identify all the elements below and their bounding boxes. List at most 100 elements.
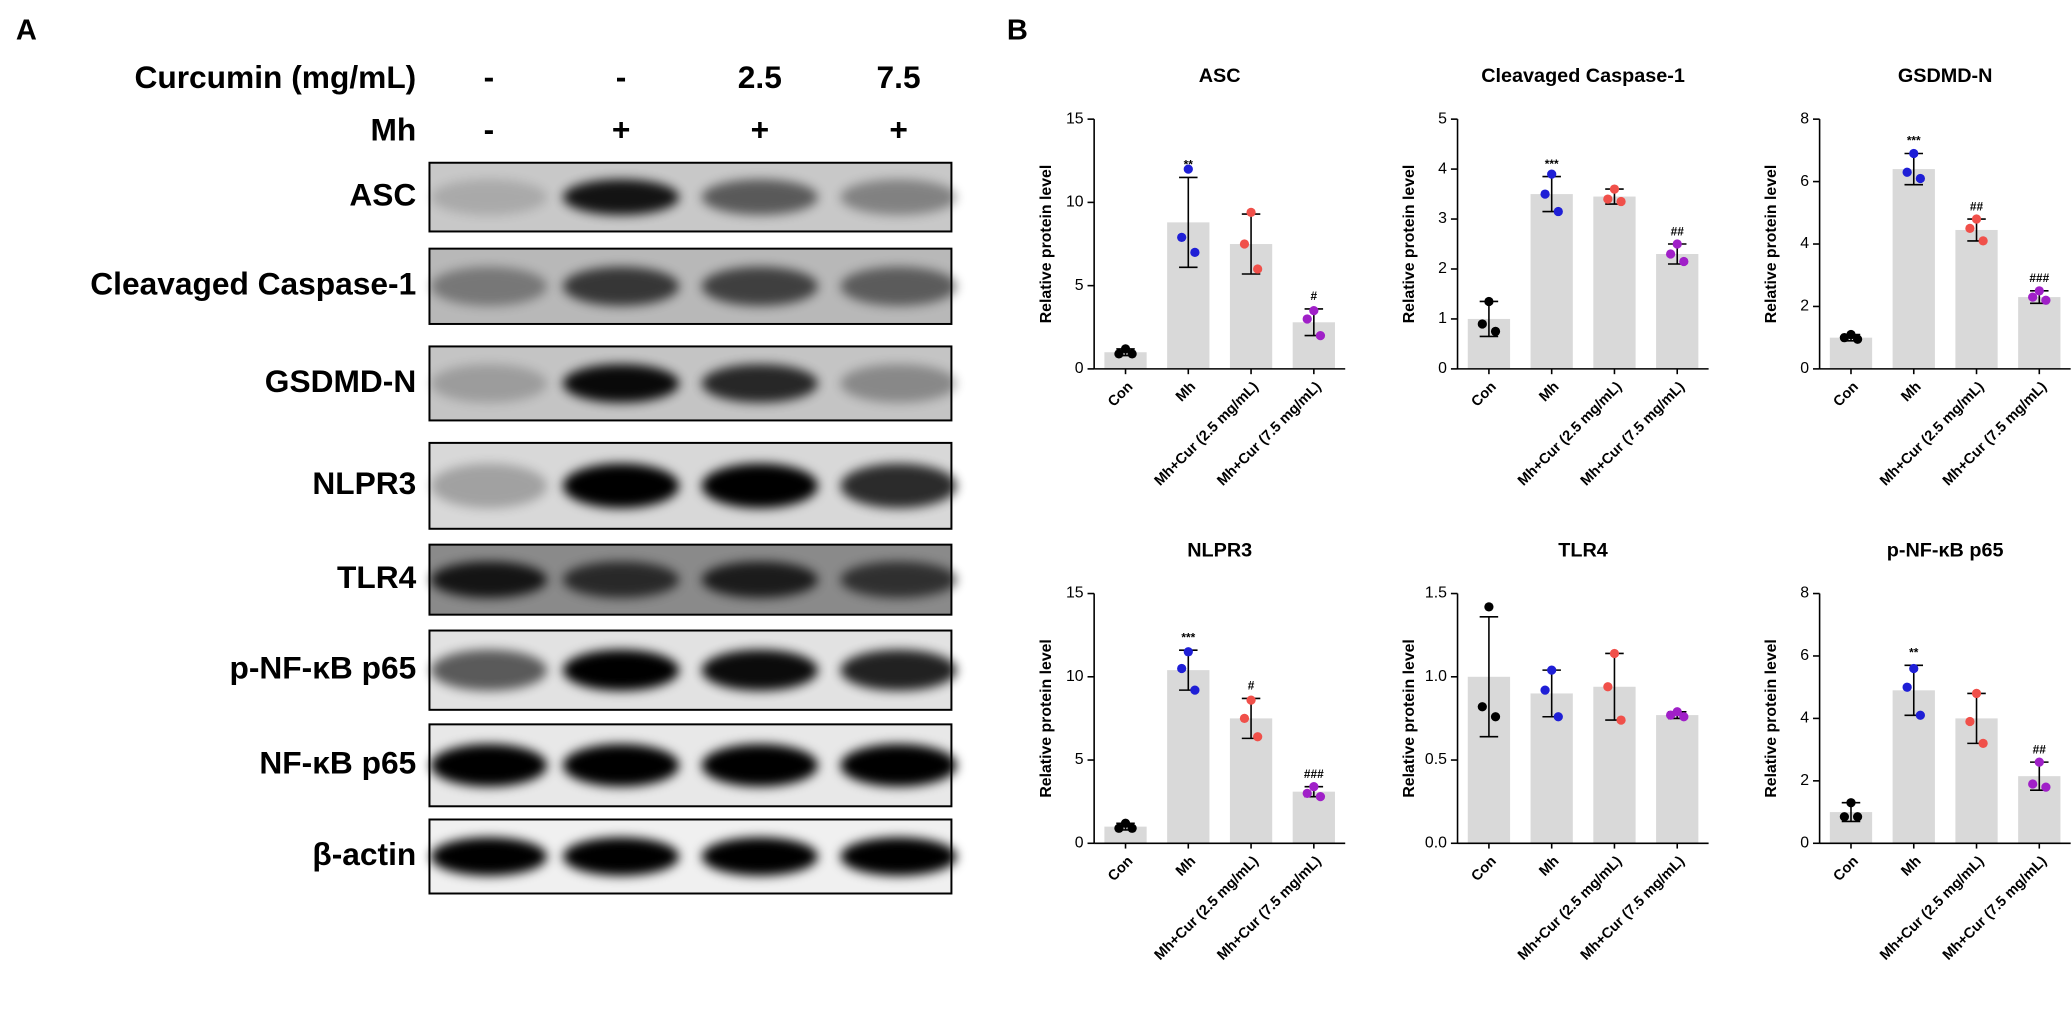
blot-band (430, 561, 548, 598)
data-point (1190, 247, 1200, 257)
data-point (1965, 223, 1975, 234)
data-point (1239, 239, 1250, 249)
y-axis-label: Relative protein level (1038, 639, 1055, 798)
y-tick-label: 4 (1800, 710, 1809, 727)
panel-label: B (1007, 15, 1028, 47)
bar (1530, 693, 1573, 844)
y-tick-label: 0 (1800, 360, 1809, 377)
significance: ** (1909, 646, 1919, 660)
y-tick-label: 2 (1800, 772, 1809, 789)
data-point (1839, 333, 1850, 343)
bar (1104, 352, 1147, 369)
bar (2018, 297, 2061, 369)
error-bar (1179, 176, 1198, 269)
blot-band (701, 179, 818, 215)
x-tick-label: Mh+Cur (7.5 mg/mL) (1578, 853, 1688, 963)
data-point (2034, 286, 2044, 296)
treatment-level: 2.5 (738, 59, 782, 95)
x-tick-label: Mh+Cur (2.5 mg/mL) (1877, 853, 1987, 963)
data-point (1309, 782, 1319, 792)
blot-band (701, 744, 818, 787)
blot-band (840, 561, 957, 598)
blot-band (430, 266, 548, 306)
data-point (1909, 663, 1919, 674)
treatment-level: 7.5 (877, 59, 921, 95)
x-tick-label: Mh (1898, 853, 1924, 879)
blot-band (840, 649, 957, 691)
data-point (2028, 779, 2038, 789)
data-point (1852, 334, 1863, 344)
y-tick-label: 6 (1800, 647, 1809, 664)
x-tick-label: Mh+Cur (7.5 mg/mL) (1578, 379, 1688, 489)
bar (1955, 229, 1998, 369)
chart-title: NLPR3 (1187, 539, 1252, 561)
data-point (1315, 792, 1326, 802)
significance: ### (2029, 271, 2049, 285)
x-tick-label: Mh (1173, 379, 1199, 405)
y-tick-label: 5 (1075, 751, 1084, 768)
x-tick-label: Con (1105, 853, 1136, 884)
y-tick-label: 8 (1800, 585, 1809, 602)
blot-band (562, 744, 680, 787)
treatment-level: + (751, 112, 770, 148)
data-point (1603, 194, 1613, 204)
data-point (1315, 330, 1326, 341)
x-tick-label: Con (1831, 379, 1862, 410)
x-tick-label: Con (1831, 853, 1862, 884)
y-tick-label: 0 (1075, 834, 1084, 851)
y-tick-label: 0.0 (1425, 834, 1447, 851)
blot-band (562, 837, 680, 876)
protein-label: GSDMD-N (265, 363, 416, 399)
x-tick-label: Con (1105, 379, 1136, 410)
blot-band (562, 649, 680, 691)
data-point (1909, 148, 1919, 159)
protein-label: Cleavaged Caspase-1 (90, 266, 416, 302)
data-point (2041, 295, 2051, 305)
data-point (2041, 782, 2051, 792)
data-point (1672, 239, 1682, 249)
blot-band (430, 649, 548, 691)
y-tick-label: 1 (1438, 310, 1447, 327)
data-point (1239, 713, 1250, 724)
blot-band (562, 561, 680, 598)
y-axis-label: Relative protein level (1401, 639, 1418, 798)
data-point (1309, 305, 1319, 316)
data-point (1540, 189, 1550, 199)
treatment-level: - (484, 59, 495, 95)
y-axis-label: Relative protein level (1401, 165, 1418, 324)
x-tick-label: Mh+Cur (2.5 mg/mL) (1877, 379, 1987, 489)
data-point (1978, 236, 1988, 246)
y-tick-label: 10 (1066, 668, 1084, 685)
significance: *** (1907, 134, 1921, 148)
x-tick-label: Mh+Cur (2.5 mg/mL) (1515, 379, 1625, 489)
blot-band (701, 463, 818, 509)
blot-band (562, 463, 680, 509)
data-point (1679, 712, 1689, 722)
y-tick-label: 0 (1438, 360, 1447, 377)
blot-band (430, 744, 548, 787)
data-point (1978, 738, 1988, 749)
blot-band (430, 837, 548, 876)
data-point (1177, 663, 1187, 674)
y-tick-label: 15 (1066, 585, 1084, 602)
data-point (1547, 665, 1557, 675)
significance: ### (1304, 767, 1324, 781)
data-point (1477, 702, 1487, 712)
blot-band (840, 266, 957, 306)
data-point (1553, 712, 1563, 722)
y-tick-label: 8 (1800, 110, 1809, 127)
y-tick-label: 6 (1800, 173, 1809, 190)
protein-label: ASC (349, 176, 416, 212)
data-point (2028, 292, 2038, 302)
x-tick-label: Mh (1536, 853, 1562, 879)
y-tick-label: 2 (1800, 298, 1809, 315)
significance: ## (2033, 742, 2047, 756)
data-point (1902, 682, 1912, 692)
blot-band (701, 837, 818, 876)
data-point (1484, 602, 1494, 612)
blot-band (562, 179, 680, 215)
significance: ** (1184, 158, 1194, 172)
treatment-level: - (616, 59, 627, 95)
data-point (1902, 167, 1912, 177)
data-point (1114, 349, 1124, 359)
